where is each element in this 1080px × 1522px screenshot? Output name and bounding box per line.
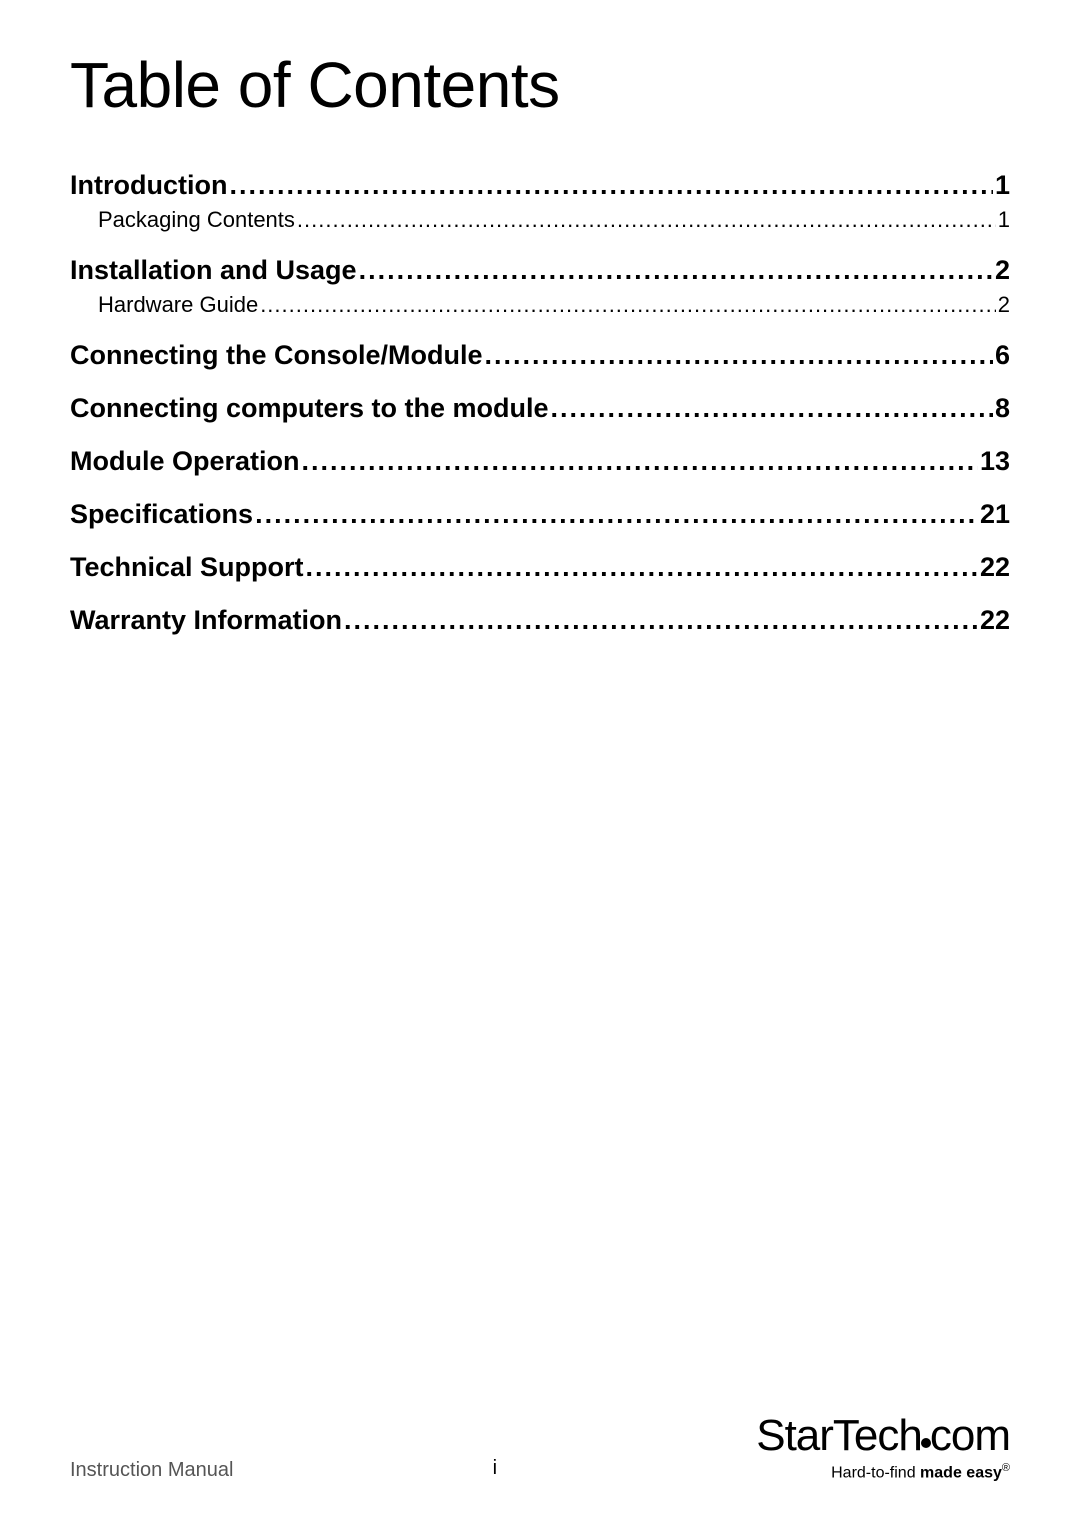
toc-entry-label: Introduction bbox=[70, 170, 227, 201]
toc-section-entry[interactable]: Connecting computers to the module 8 bbox=[70, 393, 1010, 424]
toc-entry-label: Packaging Contents bbox=[98, 207, 295, 233]
toc-entry-page: 1 bbox=[995, 170, 1010, 201]
toc-entry-page: 22 bbox=[980, 552, 1010, 583]
tagline-part-1: Hard-to-find bbox=[831, 1464, 920, 1481]
toc-entry-page: 13 bbox=[980, 446, 1010, 477]
toc-sub-entry[interactable]: Hardware Guide 2 bbox=[70, 292, 1010, 318]
toc-entry-page: 2 bbox=[998, 292, 1010, 318]
toc-leader-dots bbox=[551, 393, 993, 424]
footer-doc-type: Instruction Manual bbox=[70, 1459, 233, 1482]
toc-entry-label: Specifications bbox=[70, 499, 253, 530]
toc-entry-page: 2 bbox=[995, 255, 1010, 286]
toc-entry-page: 22 bbox=[980, 605, 1010, 636]
toc-entry-page: 1 bbox=[998, 207, 1010, 233]
toc-section-entry[interactable]: Module Operation 13 bbox=[70, 446, 1010, 477]
brand-dot-icon bbox=[921, 1438, 931, 1448]
toc-leader-dots bbox=[302, 446, 978, 477]
table-of-contents: Introduction 1 Packaging Contents 1 Installa… bbox=[70, 170, 1010, 636]
toc-leader-dots bbox=[255, 499, 978, 530]
toc-entry-page: 6 bbox=[995, 340, 1010, 371]
page-footer: Instruction Manual i StarTechcom Hard-to… bbox=[0, 1414, 1080, 1482]
tagline-part-2: made easy bbox=[920, 1464, 1002, 1481]
toc-entry-label: Hardware Guide bbox=[98, 292, 258, 318]
toc-entry-label: Installation and Usage bbox=[70, 255, 357, 286]
footer-brand-block: StarTechcom Hard-to-find made easy® bbox=[756, 1414, 1010, 1482]
brand-tagline: Hard-to-find made easy® bbox=[756, 1462, 1010, 1482]
toc-leader-dots bbox=[297, 207, 996, 233]
brand-logo: StarTechcom bbox=[756, 1414, 1010, 1458]
toc-entry-label: Module Operation bbox=[70, 446, 300, 477]
brand-text-2: com bbox=[930, 1411, 1010, 1460]
toc-leader-dots bbox=[260, 292, 996, 318]
page-title: Table of Contents bbox=[70, 48, 1010, 122]
toc-entry-page: 21 bbox=[980, 499, 1010, 530]
toc-leader-dots bbox=[344, 605, 978, 636]
toc-entry-label: Technical Support bbox=[70, 552, 304, 583]
toc-entry-label: Connecting the Console/Module bbox=[70, 340, 483, 371]
toc-entry-page: 8 bbox=[995, 393, 1010, 424]
toc-section-entry[interactable]: Warranty Information 22 bbox=[70, 605, 1010, 636]
toc-leader-dots bbox=[229, 170, 993, 201]
toc-leader-dots bbox=[485, 340, 993, 371]
toc-leader-dots bbox=[306, 552, 978, 583]
toc-sub-entry[interactable]: Packaging Contents 1 bbox=[70, 207, 1010, 233]
toc-section-entry[interactable]: Introduction 1 bbox=[70, 170, 1010, 201]
brand-text-1: StarTech bbox=[756, 1411, 922, 1460]
toc-entry-label: Connecting computers to the module bbox=[70, 393, 549, 424]
toc-section-entry[interactable]: Connecting the Console/Module 6 bbox=[70, 340, 1010, 371]
toc-section-entry[interactable]: Specifications 21 bbox=[70, 499, 1010, 530]
registered-mark-icon: ® bbox=[1002, 1462, 1010, 1474]
toc-section-entry[interactable]: Technical Support 22 bbox=[70, 552, 1010, 583]
toc-section-entry[interactable]: Installation and Usage 2 bbox=[70, 255, 1010, 286]
toc-entry-label: Warranty Information bbox=[70, 605, 342, 636]
toc-leader-dots bbox=[359, 255, 993, 286]
footer-page-number: i bbox=[233, 1457, 756, 1482]
